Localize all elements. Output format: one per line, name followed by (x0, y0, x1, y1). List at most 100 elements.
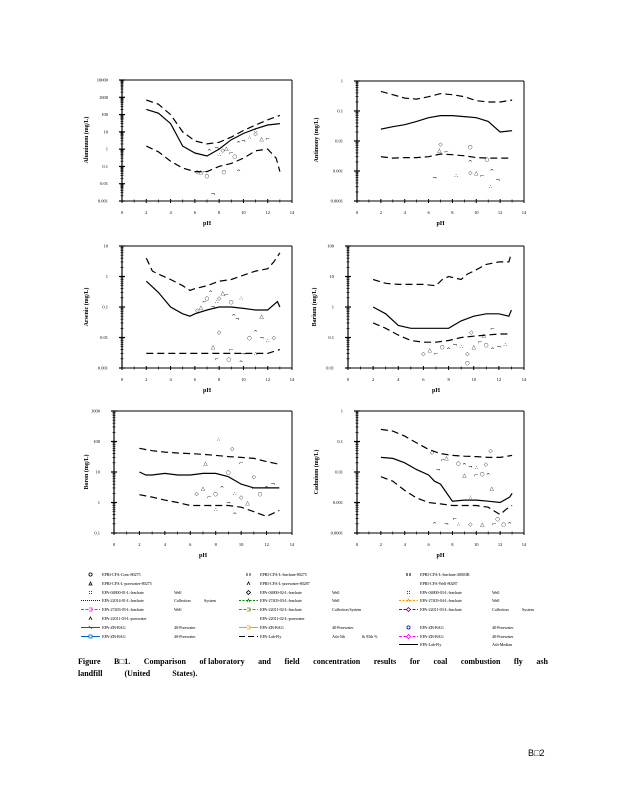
x-tick-label: 6 (427, 542, 430, 547)
y-tick-label: 10 (330, 274, 335, 279)
data-point: ○ (484, 342, 489, 348)
legend-location: Collection (492, 607, 509, 613)
data-point: ○ (233, 154, 238, 160)
legend-symbol-icon (80, 605, 102, 614)
p95-line (372, 252, 512, 287)
data-point: ¬ (226, 501, 231, 507)
data-point: ⌐ (265, 137, 270, 143)
legend-item: EPA-22011-03-L-leachate Collection System (398, 605, 534, 614)
legend-item: EPA-Lab-Fly Ash-Median (398, 640, 522, 649)
data-point: ⌐ (480, 174, 485, 180)
data-point: ◇ (484, 462, 489, 468)
data-point: △ (428, 348, 433, 354)
data-point: ⌐ (229, 151, 234, 157)
y-tick-label: 0.001 (333, 500, 343, 505)
data-point: ⌐ (492, 522, 497, 528)
caption-word: Figure (78, 657, 101, 666)
data-point: ^ (236, 141, 241, 147)
data-point: △ (462, 473, 467, 479)
legend-location-2: System (204, 598, 216, 604)
p95-line (380, 428, 513, 458)
y-axis-label: Arsenic (mg/L) (83, 288, 90, 327)
p95-line (145, 252, 281, 292)
x-tick-label: 14 (290, 377, 295, 382)
data-point: ^ (432, 522, 437, 528)
legend-label: EPA-ZB-BAG (102, 624, 126, 630)
x-tick-label: 14 (290, 542, 295, 547)
legend-label: EPA-22011-02-L-leachate (260, 607, 302, 613)
legend-label: EPA-ZB-BAG (260, 624, 284, 630)
legend-item: EPRI-CFA-L-leachate-80275 (238, 570, 362, 579)
legend-symbol-icon (238, 579, 260, 588)
legend-label: EPRI-CFA-Well-80287 (420, 580, 458, 586)
data-point: ○ (485, 157, 490, 163)
x-tick-label: 0 (356, 210, 359, 215)
legend-label: EPRI-CFA-L-leachate-40003B (420, 572, 470, 577)
y-tick-label: 1 (106, 147, 108, 152)
data-point: ¬ (207, 503, 212, 509)
data-point: ◇ (195, 308, 200, 314)
data-point: ◇ (253, 132, 258, 138)
y-tick-label: 0.01 (335, 470, 343, 475)
x-tick-label: 10 (471, 377, 476, 382)
x-tick-label: 2 (380, 542, 382, 547)
caption-word: States). (172, 669, 198, 678)
caption-word: for (409, 657, 421, 666)
legend-symbol-icon (398, 570, 420, 579)
caption-word: and (258, 657, 271, 666)
y-tick-label: 0.1 (94, 531, 100, 536)
legend-location: 40-Porewater (492, 633, 514, 639)
x-tick-label: 2 (138, 542, 140, 547)
legend-symbol-icon (238, 640, 260, 649)
data-point: ^ (253, 330, 258, 336)
data-point: ○ (213, 491, 218, 497)
data-point: ∴ (454, 174, 458, 180)
legend-item (398, 614, 522, 623)
data-point: ○ (465, 361, 470, 367)
y-axis-label: Aluminum (mg/L) (83, 117, 90, 164)
data-point: ◇ (195, 491, 200, 497)
data-point: ◇ (239, 495, 244, 501)
median-line (145, 280, 281, 317)
caption-line-1: Figure B□1. Comparison of laboratory and… (78, 656, 548, 668)
legend-symbol-icon (238, 614, 260, 623)
y-tick-label: 0.01 (326, 366, 334, 371)
x-tick-label: 0 (347, 377, 350, 382)
x-axis-label: pH (203, 221, 211, 227)
legend-label: EPA-ZB-BAG (102, 633, 126, 639)
x-tick-label: 6 (194, 377, 197, 382)
legend-location: 40-Porewater (492, 624, 514, 630)
x-tick-label: 12 (497, 377, 502, 382)
legend-item: EPA-ZB-BAG 40-Porewater (398, 623, 522, 632)
data-point: △ (437, 148, 442, 154)
x-tick-label: 2 (145, 377, 147, 382)
y-tick-label: 1000 (99, 95, 109, 100)
x-tick-label: 12 (265, 377, 270, 382)
data-point: ◇ (468, 170, 473, 176)
y-axis-label: Boron (mg/L) (83, 454, 90, 489)
data-point: ○ (205, 173, 210, 179)
legend-item: EPA-ZB-BAG 40-Porewater (80, 632, 204, 641)
y-tick-label: 0.1 (337, 109, 343, 114)
data-point: ^ (489, 169, 494, 175)
x-tick-label: 8 (451, 210, 454, 215)
y-tick-label: 100 (93, 439, 101, 444)
legend-symbol-icon (238, 588, 260, 597)
caption-word: B□1. (114, 657, 131, 666)
x-tick-label: 10 (239, 542, 244, 547)
data-point: △ (474, 170, 479, 176)
legend-item: EPRI-CFA-Well-80287 (398, 579, 522, 588)
data-point: ¬ (241, 351, 246, 357)
legend-location: Well (174, 607, 182, 613)
legend-symbol-icon (398, 614, 420, 623)
data-point: ◇ (421, 351, 426, 357)
data-point: △ (444, 455, 449, 461)
data-point: ⌐ (252, 486, 257, 492)
data-point: △ (221, 290, 226, 296)
data-point: ∴ (233, 491, 237, 497)
data-point: ⌐ (224, 293, 229, 299)
data-point: ^ (232, 513, 237, 519)
legend-location: Collection (174, 598, 191, 604)
x-tick-label: 8 (447, 377, 450, 382)
x-tick-label: 10 (241, 210, 246, 215)
